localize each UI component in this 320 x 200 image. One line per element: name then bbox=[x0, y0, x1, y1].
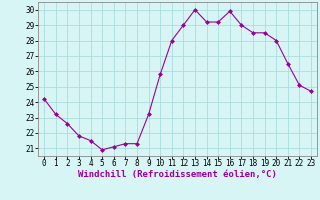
X-axis label: Windchill (Refroidissement éolien,°C): Windchill (Refroidissement éolien,°C) bbox=[78, 170, 277, 179]
